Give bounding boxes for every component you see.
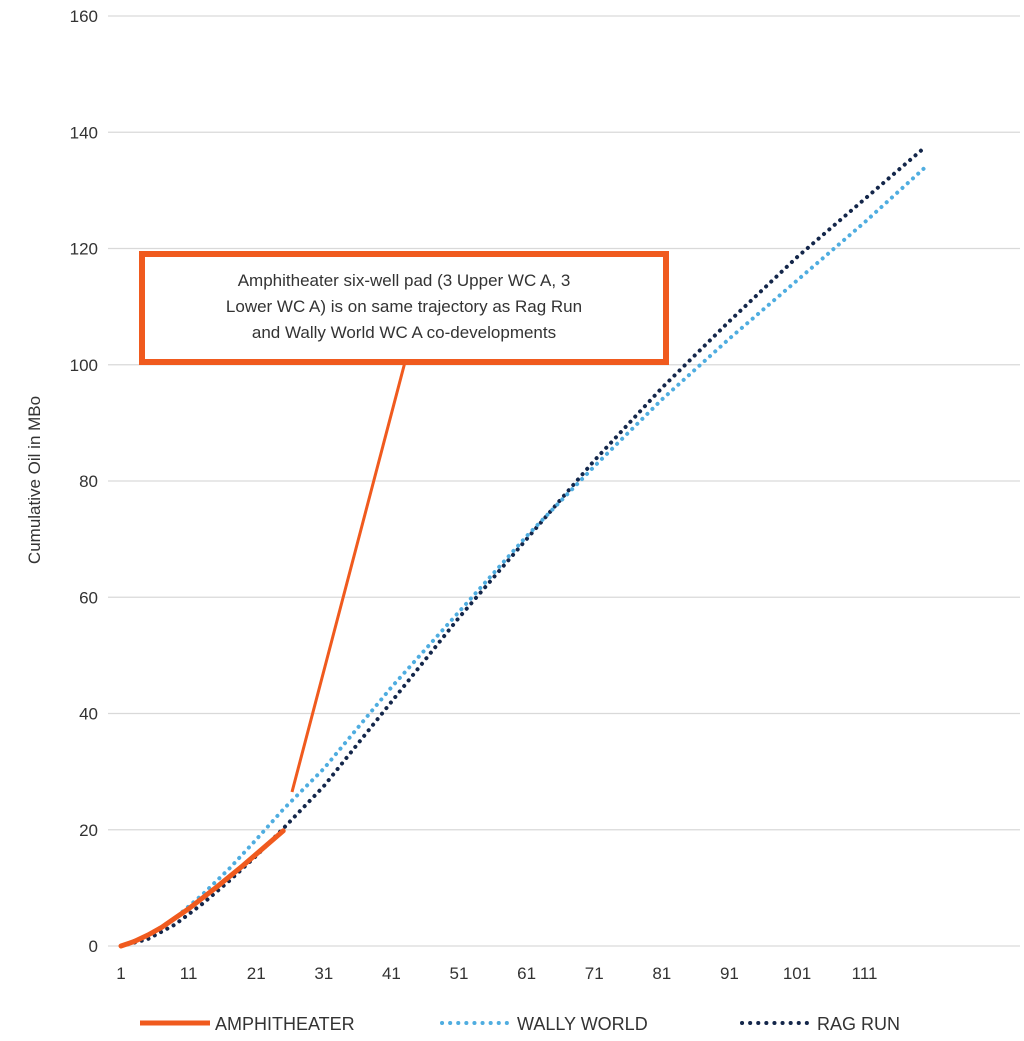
y-tick-label: 40 (79, 705, 98, 724)
legend-label-wally-world: WALLY WORLD (517, 1014, 648, 1034)
x-tick-label: 71 (585, 964, 604, 983)
callout-text-line: and Wally World WC A co-developments (252, 323, 556, 342)
y-tick-label: 20 (79, 821, 98, 840)
series-line-rag-run (119, 144, 928, 948)
callout-box (139, 251, 669, 365)
legend: AMPHITHEATER WALLY WORLD RAG RUN (140, 1014, 900, 1034)
y-tick-label: 0 (89, 937, 98, 956)
x-axis-ticks: 1 11 21 31 41 51 61 71 81 91 101 111 (116, 964, 877, 983)
series-line-amphitheater (118, 828, 286, 949)
y-tick-label: 120 (70, 240, 98, 259)
x-tick-label: 91 (720, 964, 739, 983)
x-tick-label: 61 (517, 964, 536, 983)
legend-label-rag-run: RAG RUN (817, 1014, 900, 1034)
x-tick-label: 81 (652, 964, 671, 983)
callout-text-line: Amphitheater six-well pad (3 Upper WC A,… (238, 271, 571, 290)
x-tick-label: 41 (382, 964, 401, 983)
callout-text-line: Lower WC A) is on same trajectory as Rag… (226, 297, 582, 316)
y-tick-label: 100 (70, 356, 98, 375)
series-lines (118, 144, 928, 949)
x-tick-label: 101 (783, 964, 811, 983)
legend-label-amphitheater: AMPHITHEATER (215, 1014, 355, 1034)
x-tick-label: 111 (852, 964, 878, 983)
x-tick-label: 21 (247, 964, 266, 983)
x-tick-label: 1 (116, 964, 125, 983)
x-tick-label: 51 (450, 964, 469, 983)
y-tick-label: 140 (70, 123, 98, 142)
y-tick-label: 160 (70, 7, 98, 26)
y-tick-label: 60 (79, 588, 98, 607)
y-tick-label: 80 (79, 472, 98, 491)
gridlines (108, 15, 1020, 947)
x-tick-label: 31 (314, 964, 333, 983)
y-axis-label: Cumulative Oil in MBo (25, 396, 44, 564)
callout-leader-line (290, 361, 407, 793)
x-tick-label: 11 (180, 964, 198, 983)
y-axis-ticks: 0 20 40 60 80 100 120 140 160 (70, 7, 98, 956)
annotation-callout: Amphitheater six-well pad (3 Upper WC A,… (139, 251, 669, 793)
